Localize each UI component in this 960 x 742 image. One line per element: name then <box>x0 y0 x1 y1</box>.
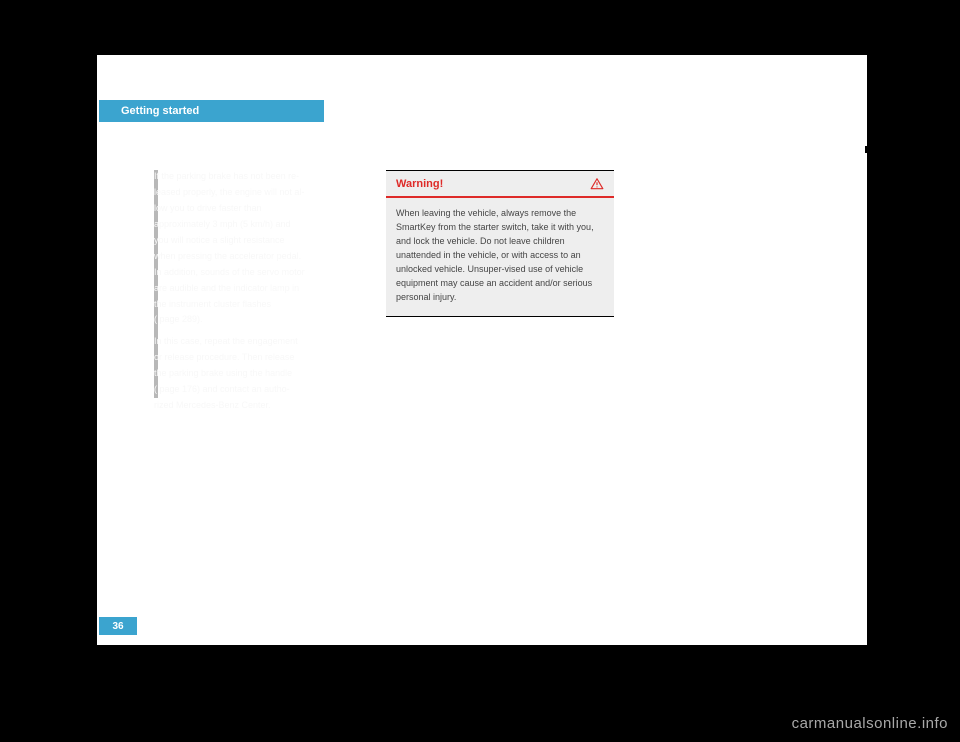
page-number-badge: 36 <box>99 617 137 635</box>
warning-body: When leaving the vehicle, always remove … <box>386 198 614 317</box>
note-line: ( page 176) and contact an autho- <box>154 383 382 397</box>
warning-header: Warning! <box>386 170 614 198</box>
note-line: the instrument cluster flashes <box>154 298 382 312</box>
section-title: Getting started <box>121 105 199 117</box>
warning-box: Warning! When leaving the vehicle, alway… <box>386 170 614 317</box>
spacer <box>154 329 382 333</box>
note-line: leased properly, the engine will not al- <box>154 186 382 200</box>
note-line: are audible and the indicator lamp in <box>154 282 382 296</box>
document-page: Getting started If the parking brake has… <box>97 55 867 645</box>
warning-triangle-icon <box>590 177 604 191</box>
page-number: 36 <box>112 621 123 632</box>
note-line: If the parking brake has not been re- <box>154 170 382 184</box>
note-text-block: If the parking brake has not been re- le… <box>154 170 382 415</box>
note-line: rized Mercedes-Benz Center. <box>154 399 382 413</box>
note-line: approximately 3 mph (5 km/h) and <box>154 218 382 232</box>
watermark: carmanualsonline.info <box>792 715 948 732</box>
note-line: In this case, repeat the engagement <box>154 335 382 349</box>
warning-title: Warning! <box>396 178 443 190</box>
note-line: you will notice a slight resistance <box>154 234 382 248</box>
note-line: In addition, sounds of the servo motor <box>154 266 382 280</box>
note-line: when pressing the accelerator pedal. <box>154 250 382 264</box>
note-line: ( page 289). <box>154 313 382 327</box>
note-line: or release procedure. Then release <box>154 351 382 365</box>
note-line: the parking brake using the handle <box>154 367 382 381</box>
side-marker <box>865 146 867 153</box>
note-line: low you to drive faster than <box>154 202 382 216</box>
section-tab: Getting started <box>99 100 324 122</box>
